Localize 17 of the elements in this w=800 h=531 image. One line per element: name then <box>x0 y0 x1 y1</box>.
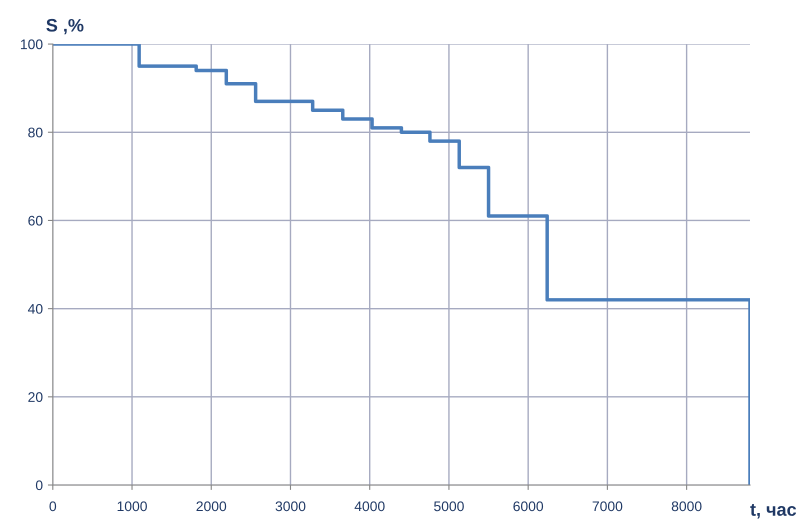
y-tick-label: 60 <box>28 216 43 226</box>
x-axis-title: t, час <box>750 504 796 519</box>
y-tick-label: 100 <box>20 39 43 50</box>
x-tick-label: 6000 <box>513 501 544 512</box>
y-tick-label: 40 <box>28 304 43 314</box>
x-tick-label: 4000 <box>354 501 385 512</box>
x-tick-label: 1000 <box>118 501 147 512</box>
x-tick-label: 5000 <box>434 501 464 512</box>
y-axis-title: S ,% <box>46 18 84 34</box>
x-tick-label: 0 <box>49 501 56 512</box>
x-tick-label: 3000 <box>276 501 306 512</box>
y-tick-label: 80 <box>28 128 43 138</box>
x-tick-label: 8000 <box>672 501 702 512</box>
y-tick-label: 0 <box>36 480 43 490</box>
y-tick-label: 20 <box>28 392 43 402</box>
x-tick-label: 7000 <box>592 501 622 512</box>
x-tick-label: 2000 <box>196 501 226 512</box>
